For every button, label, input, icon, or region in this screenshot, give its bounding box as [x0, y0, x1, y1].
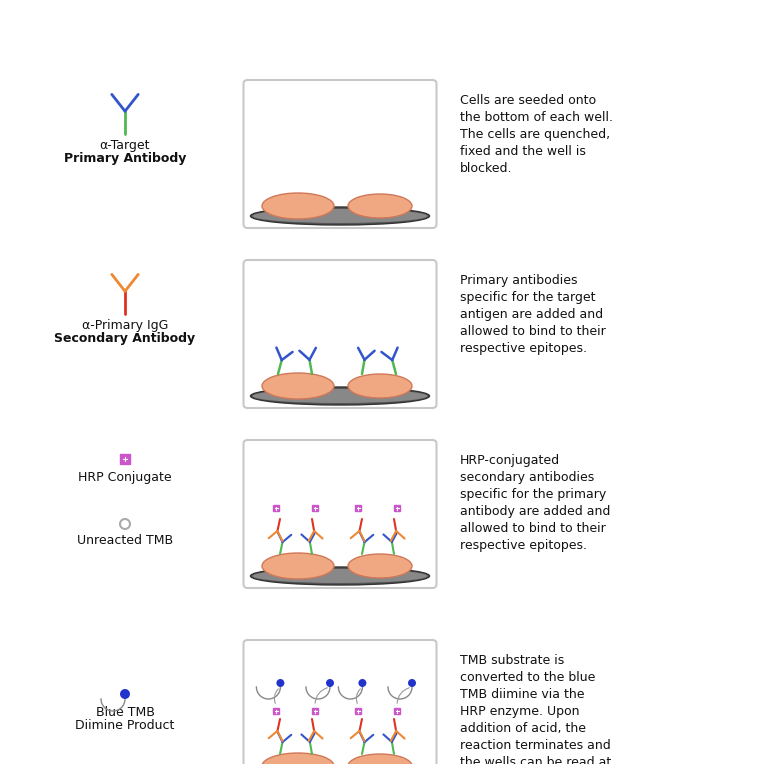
Ellipse shape — [252, 389, 428, 403]
Ellipse shape — [262, 193, 334, 219]
Circle shape — [120, 519, 130, 529]
Text: TMB substrate is
converted to the blue
TMB diimine via the
HRP enzyme. Upon
addi: TMB substrate is converted to the blue T… — [460, 654, 611, 764]
Text: α-Target: α-Target — [100, 139, 151, 152]
Ellipse shape — [251, 567, 429, 585]
Circle shape — [408, 679, 416, 687]
Ellipse shape — [252, 209, 428, 223]
Text: Secondary Antibody: Secondary Antibody — [54, 332, 196, 345]
Text: HRP-conjugated
secondary antibodies
specific for the primary
antibody are added : HRP-conjugated secondary antibodies spec… — [460, 454, 610, 552]
Circle shape — [326, 679, 334, 687]
Text: Primary Antibody: Primary Antibody — [64, 152, 186, 165]
Ellipse shape — [262, 553, 334, 579]
Ellipse shape — [348, 554, 412, 578]
Text: Blue TMB: Blue TMB — [96, 706, 154, 719]
FancyBboxPatch shape — [244, 640, 436, 764]
Text: Cells are seeded onto
the bottom of each well.
The cells are quenched,
fixed and: Cells are seeded onto the bottom of each… — [460, 94, 613, 175]
Ellipse shape — [348, 754, 412, 764]
Ellipse shape — [262, 753, 334, 764]
Ellipse shape — [252, 569, 428, 583]
Ellipse shape — [251, 207, 429, 225]
Text: Primary antibodies
specific for the target
antigen are added and
allowed to bind: Primary antibodies specific for the targ… — [460, 274, 606, 355]
Circle shape — [358, 679, 367, 687]
Text: Diimine Product: Diimine Product — [76, 719, 175, 732]
Ellipse shape — [348, 194, 412, 218]
Ellipse shape — [348, 374, 412, 398]
Circle shape — [277, 679, 284, 687]
Text: α-Primary IgG: α-Primary IgG — [82, 319, 168, 332]
Ellipse shape — [262, 373, 334, 399]
FancyBboxPatch shape — [244, 440, 436, 588]
Text: Unreacted TMB: Unreacted TMB — [77, 534, 173, 547]
FancyBboxPatch shape — [244, 80, 436, 228]
Ellipse shape — [251, 387, 429, 405]
Text: HRP Conjugate: HRP Conjugate — [78, 471, 172, 484]
Circle shape — [120, 689, 130, 699]
FancyBboxPatch shape — [244, 260, 436, 408]
